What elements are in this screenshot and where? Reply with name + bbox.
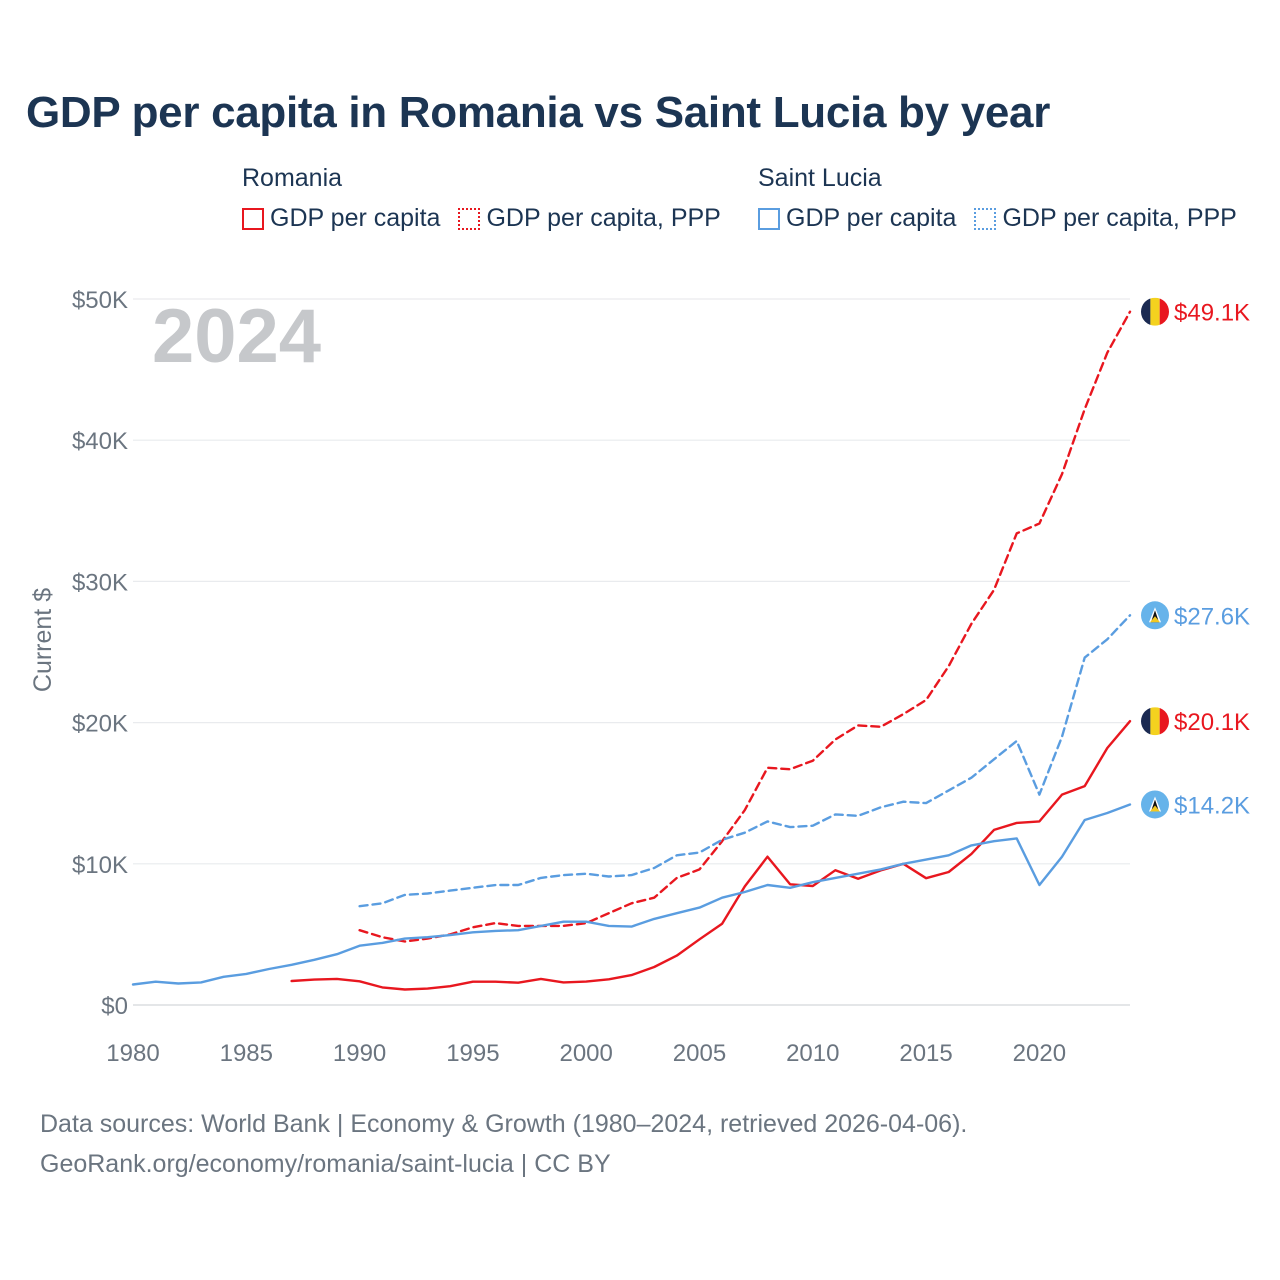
legend-item-label: GDP per capita, PPP bbox=[486, 204, 721, 232]
legend-group-saint-lucia: Saint Lucia GDP per capita GDP per capit… bbox=[758, 160, 1255, 233]
legend-item-saint-lucia-gdp-ppp[interactable]: GDP per capita, PPP bbox=[974, 204, 1237, 233]
end-value-label: $20.1K bbox=[1174, 709, 1250, 736]
x-tick-label: 2010 bbox=[786, 1040, 839, 1067]
legend-swatch-dotted-blue bbox=[974, 207, 997, 230]
source-link[interactable]: GeoRank.org/economy/romania/saint-lucia … bbox=[40, 1150, 611, 1178]
end-value-label: $14.2K bbox=[1174, 792, 1250, 819]
series-line-romania-gdp-per-capita bbox=[290, 720, 1132, 991]
x-tick-label: 2000 bbox=[559, 1040, 612, 1067]
data-source-note: Data sources: World Bank | Economy & Gro… bbox=[40, 1110, 968, 1138]
romania-flag-icon bbox=[1141, 707, 1169, 736]
y-tick-label: $30K bbox=[72, 569, 128, 596]
x-tick-label: 2015 bbox=[899, 1040, 952, 1067]
saint-lucia-flag-icon bbox=[1141, 601, 1169, 630]
y-tick-label: $50K bbox=[72, 287, 128, 314]
end-value-label: $49.1K bbox=[1174, 300, 1250, 327]
legend-item-saint-lucia-gdp[interactable]: GDP per capita bbox=[758, 204, 956, 233]
x-tick-label: 2020 bbox=[1013, 1040, 1066, 1067]
chart-title: GDP per capita in Romania vs Saint Lucia… bbox=[26, 88, 1051, 137]
chart-footer: Data sources: World Bank | Economy & Gro… bbox=[40, 1104, 967, 1184]
series-line-romania-gdp-per-capita-ppp bbox=[358, 310, 1132, 943]
y-tick-label: $40K bbox=[72, 428, 128, 455]
x-tick-label: 1990 bbox=[333, 1040, 386, 1067]
romania-flag-icon bbox=[1141, 297, 1169, 326]
x-tick-label: 1995 bbox=[446, 1040, 499, 1067]
y-tick-label: $10K bbox=[72, 852, 128, 879]
x-tick-label: 1985 bbox=[220, 1040, 273, 1067]
legend-country-label: Romania bbox=[242, 164, 343, 192]
legend-item-label: GDP per capita bbox=[786, 204, 957, 232]
legend-country-label: Saint Lucia bbox=[758, 164, 882, 192]
legend-item-romania-gdp-ppp[interactable]: GDP per capita, PPP bbox=[458, 204, 721, 233]
series-line-saint-lucia-gdp-per-capita-ppp bbox=[358, 614, 1132, 908]
x-tick-label: 1980 bbox=[106, 1040, 159, 1067]
series-line-saint-lucia-gdp-per-capita bbox=[131, 803, 1132, 986]
y-tick-label: $20K bbox=[72, 711, 128, 738]
end-value-label: $27.6K bbox=[1174, 603, 1250, 630]
legend-swatch-solid-blue bbox=[758, 207, 780, 230]
year-watermark: 2024 bbox=[152, 294, 321, 379]
saint-lucia-flag-icon bbox=[1141, 790, 1169, 819]
x-tick-label: 2005 bbox=[673, 1040, 726, 1067]
legend-group-romania: Romania GDP per capita GDP per capita, P… bbox=[242, 160, 739, 233]
legend-item-label: GDP per capita bbox=[270, 204, 441, 232]
legend-item-label: GDP per capita, PPP bbox=[1002, 204, 1237, 232]
legend-swatch-dotted-red bbox=[458, 207, 481, 230]
y-axis-title: Current $ bbox=[29, 588, 57, 692]
legend-swatch-solid-red bbox=[242, 207, 264, 230]
y-tick-label: $0 bbox=[101, 993, 128, 1020]
legend-item-romania-gdp[interactable]: GDP per capita bbox=[242, 204, 440, 233]
